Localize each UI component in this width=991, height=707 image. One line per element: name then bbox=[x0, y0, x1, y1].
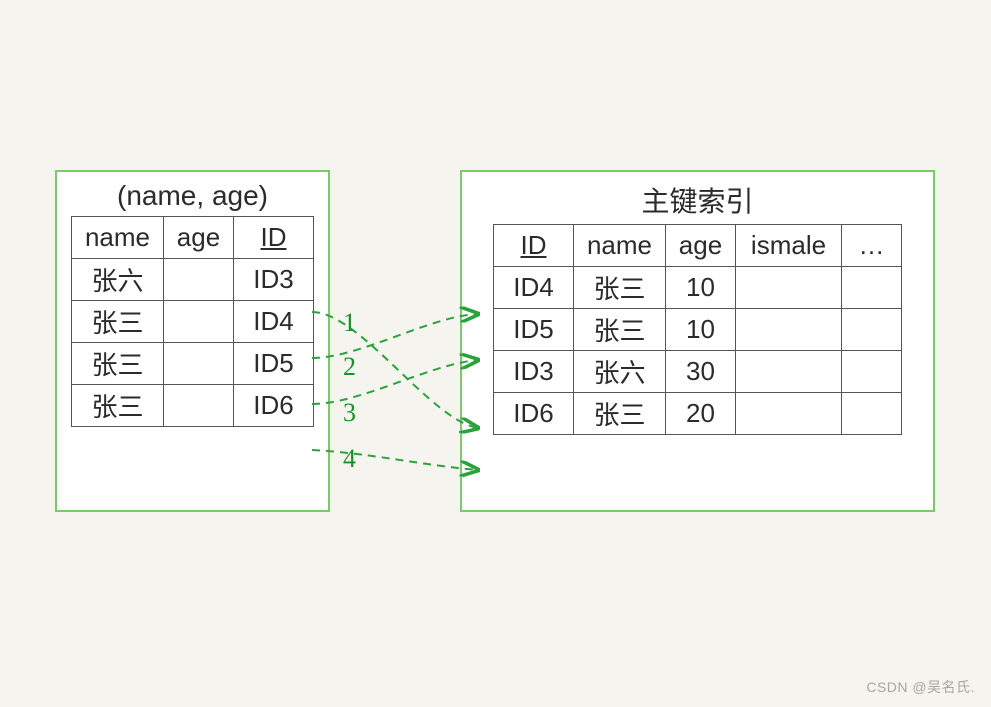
cell: 张六 bbox=[72, 259, 164, 301]
cell bbox=[164, 259, 234, 301]
table-row: 张三 ID5 bbox=[72, 343, 314, 385]
cell: 10 bbox=[666, 267, 736, 309]
left-table: name age ID 张六 ID3 张三 ID4 张三 ID5 张三 ID6 bbox=[71, 216, 314, 427]
col-ismale: ismale bbox=[736, 225, 842, 267]
cell: 张三 bbox=[72, 385, 164, 427]
cell: 张三 bbox=[574, 309, 666, 351]
table-row: 张六 ID3 bbox=[72, 259, 314, 301]
cell: 张三 bbox=[574, 267, 666, 309]
table-row: ID5 张三 10 bbox=[494, 309, 902, 351]
cell bbox=[736, 267, 842, 309]
col-id: ID bbox=[494, 225, 574, 267]
arrow-label-3: 3 bbox=[343, 398, 356, 428]
cell bbox=[164, 385, 234, 427]
arrow-1 bbox=[312, 312, 478, 428]
cell bbox=[736, 351, 842, 393]
cell bbox=[736, 393, 842, 435]
cell: 20 bbox=[666, 393, 736, 435]
col-more: … bbox=[842, 225, 902, 267]
cell: ID3 bbox=[234, 259, 314, 301]
arrow-4 bbox=[312, 450, 478, 470]
arrow-label-4: 4 bbox=[343, 444, 356, 474]
col-name: name bbox=[574, 225, 666, 267]
left-box-title: (name, age) bbox=[57, 172, 328, 216]
right-table: ID name age ismale … ID4 张三 10 ID5 张三 10… bbox=[493, 224, 902, 435]
cell: 张三 bbox=[574, 393, 666, 435]
cell: 张六 bbox=[574, 351, 666, 393]
table-row: ID3 张六 30 bbox=[494, 351, 902, 393]
cell: ID6 bbox=[494, 393, 574, 435]
arrow-label-1: 1 bbox=[343, 308, 356, 338]
cell bbox=[842, 267, 902, 309]
left-index-box: (name, age) name age ID 张六 ID3 张三 ID4 张三… bbox=[55, 170, 330, 512]
cell bbox=[164, 301, 234, 343]
arrow-3 bbox=[312, 360, 478, 404]
cell: 张三 bbox=[72, 301, 164, 343]
col-id: ID bbox=[234, 217, 314, 259]
cell: ID4 bbox=[494, 267, 574, 309]
arrow-label-2: 2 bbox=[343, 352, 356, 382]
right-box-title: 主键索引 bbox=[462, 172, 933, 224]
cell: 30 bbox=[666, 351, 736, 393]
cell: ID5 bbox=[234, 343, 314, 385]
cell bbox=[164, 343, 234, 385]
cell bbox=[842, 351, 902, 393]
table-header-row: ID name age ismale … bbox=[494, 225, 902, 267]
cell bbox=[842, 393, 902, 435]
col-name: name bbox=[72, 217, 164, 259]
cell: ID5 bbox=[494, 309, 574, 351]
watermark: CSDN @吴名氏. bbox=[866, 677, 975, 697]
cell bbox=[842, 309, 902, 351]
table-row: 张三 ID6 bbox=[72, 385, 314, 427]
cell: ID3 bbox=[494, 351, 574, 393]
cell bbox=[736, 309, 842, 351]
right-primary-key-box: 主键索引 ID name age ismale … ID4 张三 10 ID5 … bbox=[460, 170, 935, 512]
arrow-2 bbox=[312, 314, 478, 358]
table-row: 张三 ID4 bbox=[72, 301, 314, 343]
cell: ID4 bbox=[234, 301, 314, 343]
cell: 张三 bbox=[72, 343, 164, 385]
table-row: ID6 张三 20 bbox=[494, 393, 902, 435]
cell: ID6 bbox=[234, 385, 314, 427]
cell: 10 bbox=[666, 309, 736, 351]
col-age: age bbox=[666, 225, 736, 267]
table-row: ID4 张三 10 bbox=[494, 267, 902, 309]
col-age: age bbox=[164, 217, 234, 259]
table-header-row: name age ID bbox=[72, 217, 314, 259]
